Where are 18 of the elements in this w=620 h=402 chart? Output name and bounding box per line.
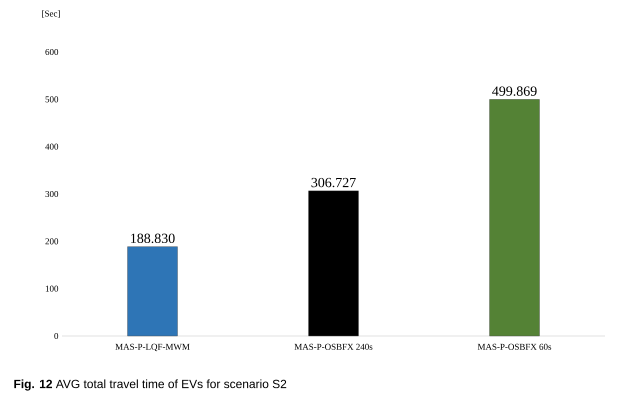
- y-tick-label: 200: [45, 238, 58, 244]
- y-tick-label: 500: [46, 96, 58, 102]
- y-tick-label: 400: [45, 144, 58, 150]
- bar: [127, 246, 178, 336]
- y-tick-label: 600: [45, 48, 58, 56]
- data-label: 499.869: [492, 86, 537, 96]
- data-label: 306.727: [312, 178, 356, 188]
- y-tick-label: 0: [54, 332, 58, 340]
- y-axis-title: [Sec]: [42, 10, 60, 18]
- x-tick-label: MAS-P-LQF-MWM: [115, 344, 190, 352]
- bar: [308, 190, 359, 336]
- text: Fig. 12 AVG total travel time of EVs for scenario S2: [14, 379, 286, 391]
- y-tick-label: 100: [46, 286, 58, 292]
- data-label: 188.830: [131, 234, 175, 244]
- bar: [489, 99, 540, 336]
- x-tick-label: MAS-P-OSBFX 60s: [478, 344, 552, 350]
- x-tick-label: MAS-P-OSBFX 240s: [294, 344, 372, 350]
- y-tick-label: 300: [45, 190, 58, 198]
